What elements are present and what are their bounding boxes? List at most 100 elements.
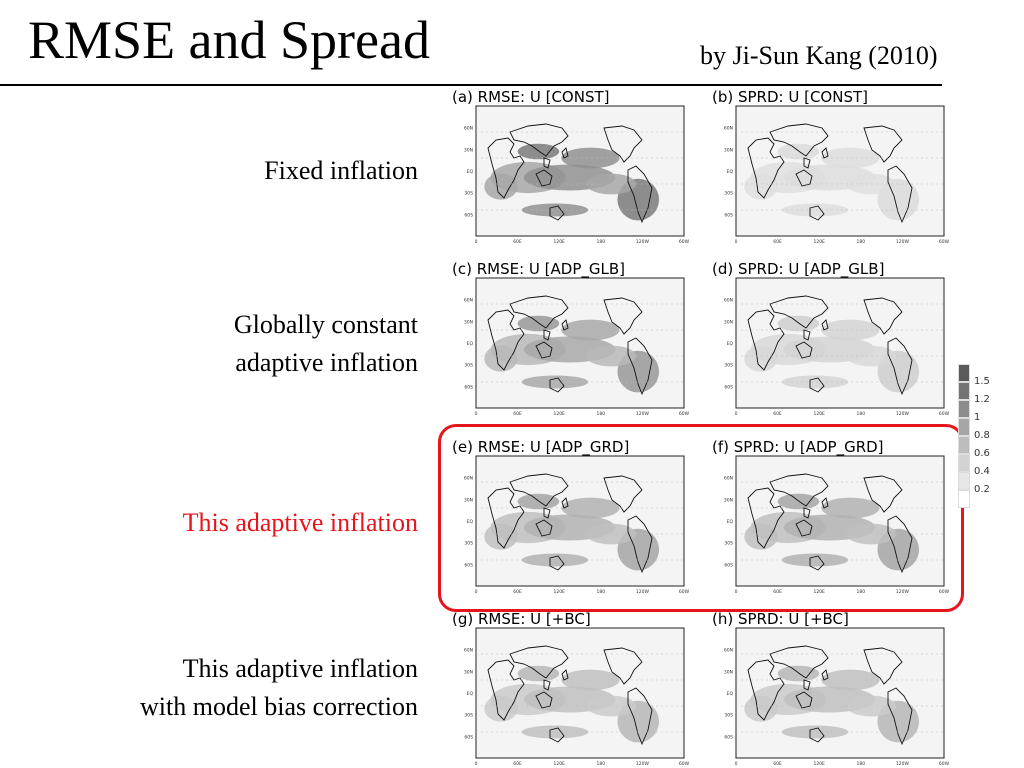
row-label-bias-correction: This adaptive inflation with model bias …	[140, 650, 418, 726]
coastline	[809, 377, 825, 393]
coastline	[803, 679, 811, 691]
coastline	[561, 669, 569, 681]
lon-tick-label: 60W	[939, 411, 950, 417]
lon-tick-label: 0	[475, 761, 478, 767]
coastline	[509, 473, 569, 507]
colorbar-segment	[958, 418, 970, 436]
lon-tick-label: 60E	[513, 239, 522, 245]
coastline	[549, 727, 565, 743]
lon-tick-label: 120W	[896, 239, 910, 245]
coastline	[863, 647, 903, 685]
coastline	[487, 137, 525, 199]
coastlines	[487, 123, 653, 224]
lat-tick-label: 30N	[724, 319, 733, 325]
map-plot: 60N 30N EQ 30S 60S 0 60E 120E 180 120W 60W	[724, 277, 950, 417]
coastline	[863, 297, 903, 335]
map-figure: 60N 30N EQ 30S 60S 0 60E 120E 180 120W 60W	[464, 277, 690, 417]
shaded-region	[744, 523, 778, 550]
lon-tick-label: 180	[857, 761, 866, 767]
coastline	[627, 165, 653, 224]
lon-tick-label: 60W	[939, 239, 950, 245]
coastline	[747, 487, 785, 549]
shaded-region	[744, 173, 778, 200]
coastline	[747, 137, 785, 199]
lat-tick-label: 30S	[724, 363, 733, 369]
lon-tick-label: 0	[475, 239, 478, 245]
coastline	[863, 475, 903, 513]
author-credit: by Ji-Sun Kang (2010)	[700, 41, 938, 70]
lon-tick-label: 60W	[939, 589, 950, 595]
coastline	[603, 475, 643, 513]
shaded-region	[517, 493, 560, 510]
coastline	[543, 157, 551, 169]
map-figure: 60N 30N EQ 30S 60S 0 60E 120E 180 120W 60W	[464, 455, 690, 595]
lat-tick-label: 60N	[724, 126, 733, 132]
lon-tick-label: 120W	[636, 239, 650, 245]
shaded-region	[561, 319, 620, 341]
lon-tick-label: 60W	[679, 589, 690, 595]
shaded-region	[484, 523, 518, 550]
shaded-region	[517, 143, 560, 160]
lat-tick-label: 30N	[464, 319, 473, 325]
coastline	[509, 123, 569, 157]
coastline	[809, 555, 825, 571]
coastline	[747, 309, 785, 371]
panel-title: (c) RMSE: U [ADP_GLB]	[452, 260, 625, 278]
coastline	[561, 319, 569, 331]
lon-tick-label: 180	[597, 589, 606, 595]
map-panel-a: 60N 30N EQ 30S 60S 0 60E 120E 180 120W 60W (a) RMS…	[452, 88, 710, 246]
coastline	[821, 669, 829, 681]
panel-title: (a) RMSE: U [CONST]	[452, 88, 610, 106]
coastline	[603, 647, 643, 685]
map-panel-e: 60N 30N EQ 30S 60S 0 60E 120E 180 120W 60W (e) RMS…	[452, 438, 710, 596]
shaded-region	[781, 553, 849, 567]
lat-tick-label: 60S	[464, 212, 473, 218]
coastline	[887, 337, 913, 396]
lon-tick-label: 180	[857, 589, 866, 595]
coastline	[549, 205, 565, 221]
panel-title: (e) RMSE: U [ADP_GRD]	[452, 438, 630, 456]
map-panel-g: 60N 30N EQ 30S 60S 0 60E 120E 180 120W 60W (g) RMS…	[452, 610, 710, 768]
map-plot: 60N 30N EQ 30S 60S 0 60E 120E 180 120W 60W	[464, 627, 690, 767]
lat-tick-label: 30S	[464, 363, 473, 369]
highlight-box	[438, 424, 964, 612]
colorbar-label: 1	[974, 412, 981, 423]
shaded-region	[821, 147, 880, 169]
shaded-region	[781, 725, 849, 739]
lon-tick-label: 120E	[553, 411, 565, 417]
coastline	[543, 329, 551, 341]
lat-tick-label: 60N	[724, 476, 733, 482]
lat-tick-label: 60S	[464, 384, 473, 390]
lon-tick-label: 120E	[553, 239, 565, 245]
shaded-region	[517, 315, 560, 332]
coastline	[747, 659, 785, 721]
coastline	[487, 659, 525, 721]
lat-tick-label: 30S	[724, 541, 733, 547]
panel-title: (g) RMSE: U [+BC]	[452, 610, 591, 628]
lon-tick-label: 0	[735, 761, 738, 767]
colorbar-segment	[958, 436, 970, 454]
shaded-region	[561, 497, 620, 519]
lon-tick-label: 120E	[553, 761, 565, 767]
colorbar-label: 1.5	[974, 376, 990, 387]
coastlines	[487, 295, 653, 396]
coastline	[543, 507, 551, 519]
lon-tick-label: 180	[857, 239, 866, 245]
shaded-region	[521, 375, 589, 389]
shaded-region	[777, 493, 820, 510]
coastline	[561, 497, 569, 509]
lon-tick-label: 60E	[773, 411, 782, 417]
lat-tick-label: EQ	[727, 169, 734, 175]
colorbar-segment	[958, 382, 970, 400]
lat-tick-label: 60N	[724, 298, 733, 304]
shaded-region	[521, 203, 589, 217]
lat-tick-label: 60N	[464, 476, 473, 482]
map-plot: 60N 30N EQ 30S 60S 0 60E 120E 180 120W 60W	[724, 627, 950, 767]
coastline	[769, 123, 829, 157]
colorbar-segment	[958, 454, 970, 472]
coastline	[821, 319, 829, 331]
lat-tick-label: 60N	[464, 126, 473, 132]
colorbar-label: 1.2	[974, 394, 990, 405]
panel-title: (f) SPRD: U [ADP_GRD]	[712, 438, 884, 456]
shaded-region	[821, 319, 880, 341]
